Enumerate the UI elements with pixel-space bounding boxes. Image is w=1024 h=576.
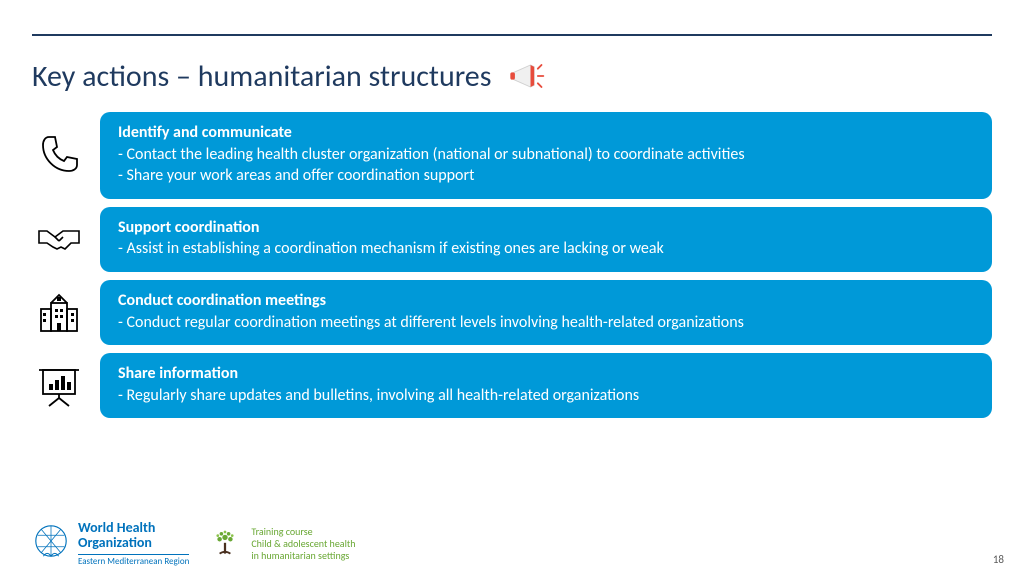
card-heading: Support coordination: [118, 217, 974, 239]
course-line2: Child & adolescent health: [251, 538, 355, 550]
card-identify: Identify and communicate - Contact the l…: [100, 112, 992, 199]
card-heading: Conduct coordination meetings: [118, 290, 974, 312]
presentation-icon: [32, 359, 86, 413]
top-divider: [32, 34, 992, 36]
footer-logos: World Health Organization Eastern Medite…: [32, 521, 355, 566]
page-number: 18: [993, 553, 1004, 566]
footer: World Health Organization Eastern Medite…: [32, 521, 1004, 566]
who-line3: Eastern Mediterranean Region: [78, 554, 189, 566]
card-bullet: - Share your work areas and offer coordi…: [118, 165, 974, 187]
card-row: Identify and communicate - Contact the l…: [32, 112, 992, 199]
course-line3: in humanitarian settings: [251, 550, 355, 562]
handshake-icon: [32, 212, 86, 266]
card-row: Share information - Regularly share upda…: [32, 353, 992, 418]
who-line2: Organization: [78, 536, 189, 551]
title-row: Key actions – humanitarian structures: [32, 54, 547, 98]
card-bullet: - Conduct regular coordination meetings …: [118, 312, 974, 334]
card-bullet: - Contact the leading health cluster org…: [118, 144, 974, 166]
card-row: Conduct coordination meetings - Conduct …: [32, 280, 992, 345]
megaphone-icon: [503, 54, 547, 98]
card-support: Support coordination - Assist in establi…: [100, 207, 992, 272]
card-bullet: - Assist in establishing a coordination …: [118, 238, 974, 260]
who-logo: World Health Organization Eastern Medite…: [32, 521, 189, 566]
card-row: Support coordination - Assist in establi…: [32, 207, 992, 272]
card-bullet: - Regularly share updates and bulletins,…: [118, 385, 974, 407]
building-icon: [32, 286, 86, 340]
phone-icon: [32, 128, 86, 182]
card-heading: Share information: [118, 363, 974, 385]
cards-container: Identify and communicate - Contact the l…: [32, 112, 992, 418]
course-text: Training course Child & adolescent healt…: [251, 526, 355, 562]
card-conduct: Conduct coordination meetings - Conduct …: [100, 280, 992, 345]
who-text: World Health Organization Eastern Medite…: [78, 521, 189, 566]
course-logo: Training course Child & adolescent healt…: [207, 523, 355, 564]
card-share: Share information - Regularly share upda…: [100, 353, 992, 418]
page-title: Key actions – humanitarian structures: [32, 58, 491, 95]
card-heading: Identify and communicate: [118, 122, 974, 144]
who-emblem-icon: [32, 522, 70, 565]
course-line1: Training course: [251, 526, 355, 538]
tree-icon: [207, 523, 243, 564]
